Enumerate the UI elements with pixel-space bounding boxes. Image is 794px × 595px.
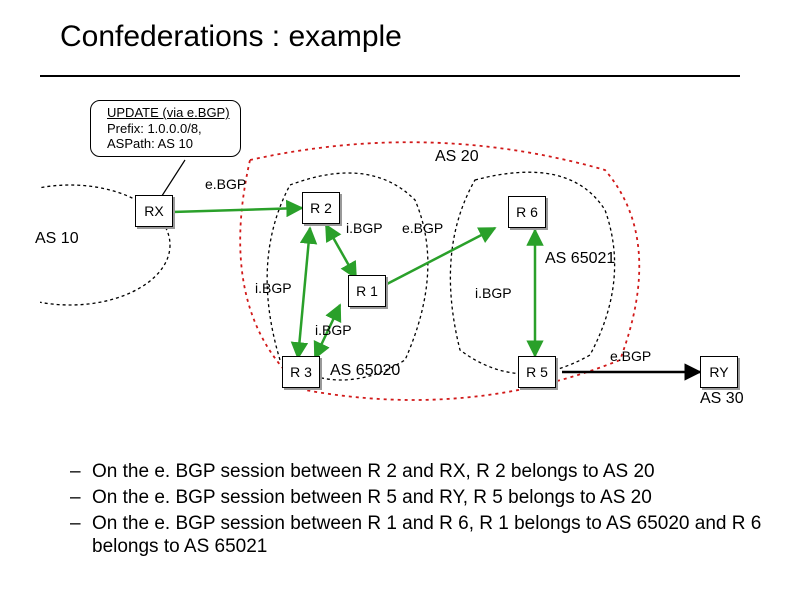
node-r3: R 3 [282, 356, 320, 388]
update-heading: UPDATE (via e.BGP) [107, 105, 230, 120]
bullet-dash-icon: – [70, 512, 92, 560]
edge-ebgp-r5-ry: e.BGP [610, 348, 651, 364]
edge-ebgp-r1-r6: e.BGP [402, 220, 443, 236]
notes-list: – On the e. BGP session between R 2 and … [70, 460, 764, 561]
edge-ibgp-r2-r3: i.BGP [255, 280, 292, 296]
node-r1: R 1 [348, 275, 386, 307]
label-as65020: AS 65020 [330, 362, 400, 380]
bullet-dash-icon: – [70, 460, 92, 484]
update-prefix: Prefix: 1.0.0.0/8, [107, 121, 202, 136]
title-divider [40, 75, 740, 77]
edge-ebgp-rx-r2: e.BGP [205, 176, 246, 192]
label-as30: AS 30 [700, 390, 744, 408]
label-as65021: AS 65021 [545, 250, 615, 268]
node-rx: RX [135, 195, 173, 227]
node-r5: R 5 [518, 356, 556, 388]
node-r2: R 2 [302, 192, 340, 224]
bullet-text: On the e. BGP session between R 1 and R … [92, 512, 764, 560]
page-title: Confederations : example [60, 20, 402, 54]
node-ry: RY [700, 356, 738, 388]
bullet-dash-icon: – [70, 486, 92, 510]
list-item: – On the e. BGP session between R 2 and … [70, 460, 764, 484]
update-aspath: ASPath: AS 10 [107, 136, 193, 151]
bullet-text: On the e. BGP session between R 2 and RX… [92, 460, 764, 484]
bullet-text: On the e. BGP session between R 5 and RY… [92, 486, 764, 510]
update-message-box: UPDATE (via e.BGP) Prefix: 1.0.0.0/8, AS… [90, 100, 241, 157]
list-item: – On the e. BGP session between R 1 and … [70, 512, 764, 560]
list-item: – On the e. BGP session between R 5 and … [70, 486, 764, 510]
edge-ibgp-r6-r5: i.BGP [475, 285, 512, 301]
edge-ibgp-r1-r3: i.BGP [315, 322, 352, 338]
edge-ibgp-r2-r1: i.BGP [346, 220, 383, 236]
node-r6: R 6 [508, 196, 546, 228]
label-as10: AS 10 [35, 230, 79, 248]
label-as20: AS 20 [435, 148, 479, 166]
diagram-stage: UPDATE (via e.BGP) Prefix: 1.0.0.0/8, AS… [40, 100, 760, 450]
